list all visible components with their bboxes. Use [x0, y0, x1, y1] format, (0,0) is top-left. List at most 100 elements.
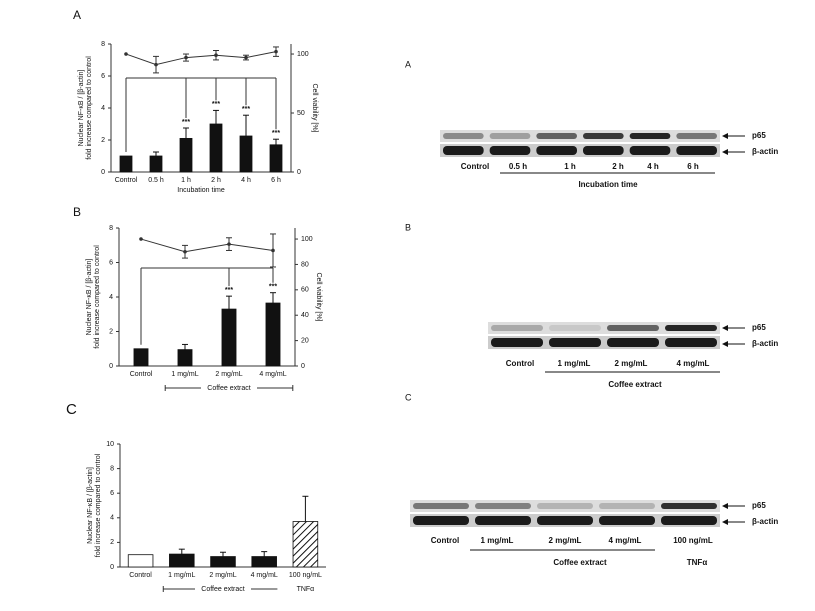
- band-p65: [537, 503, 593, 509]
- band-p65: [489, 133, 531, 139]
- lane-label: 1 mg/mL: [558, 359, 591, 368]
- lane-label: 4 mg/mL: [609, 536, 642, 545]
- band-p65: [443, 133, 484, 139]
- lane-label: Control: [431, 536, 459, 545]
- western-blot: A Control 0.5 h 1 h 2 h 4 h 6 h Incubation time…: [405, 59, 778, 189]
- x-axis-label: Incubation time: [177, 187, 225, 194]
- lane-label: 4 h: [647, 162, 659, 171]
- band-p65: [583, 133, 624, 139]
- blot-p65-strip: [410, 500, 720, 512]
- y-tick-label: 8: [109, 225, 113, 232]
- marker-label: p65: [752, 323, 766, 332]
- group-label: Coffee extract: [201, 586, 245, 593]
- group-label: TNFα: [687, 558, 708, 567]
- annotation: ***: [269, 284, 277, 291]
- lane-label: 4 mg/mL: [677, 359, 710, 368]
- band-p65: [661, 503, 717, 509]
- marker-label: p65: [752, 131, 766, 140]
- lane-label: 1 h: [564, 162, 576, 171]
- y-axis-label: Nuclear NF-κB / [β-actin]: [86, 259, 93, 336]
- band-p65: [676, 133, 717, 139]
- band-p65: [413, 503, 469, 509]
- blot-panel-label: A: [405, 59, 411, 69]
- group-label: Incubation time: [578, 180, 638, 189]
- bar: [269, 144, 283, 173]
- y2-tick-label: 100: [301, 236, 313, 243]
- x-tick-label: 6 h: [271, 177, 281, 184]
- lane-label: 6 h: [687, 162, 699, 171]
- band-p65: [599, 503, 655, 509]
- band-actin: [537, 516, 593, 525]
- marker-arrowhead: [722, 149, 728, 155]
- band-actin: [475, 516, 531, 525]
- y2-tick-label: 100: [297, 51, 309, 58]
- y2-axis-label: Cell viability [%]: [315, 272, 322, 321]
- bar: [239, 135, 253, 173]
- y-tick-label: 6: [109, 259, 113, 266]
- band-p65: [536, 133, 577, 139]
- band-actin: [607, 338, 659, 347]
- band-actin: [443, 146, 484, 155]
- y-axis-label: fold increase compared to control: [86, 56, 93, 160]
- x-tick-label: Control: [115, 177, 138, 184]
- y2-tick-label: 80: [301, 261, 309, 268]
- marker-arrowhead: [722, 133, 728, 139]
- x-tick-label: 2 h: [211, 177, 221, 184]
- annotation: ***: [225, 287, 233, 294]
- y-tick-label: 0: [110, 564, 114, 571]
- bar: [209, 123, 223, 173]
- band-actin: [583, 146, 624, 155]
- x-tick-label: 1 mg/mL: [168, 572, 195, 579]
- group-label: Coffee extract: [553, 558, 607, 567]
- lane-label: 2 h: [612, 162, 624, 171]
- panel-label: C: [66, 401, 77, 418]
- band-actin: [489, 146, 531, 155]
- lane-label: 0.5 h: [509, 162, 527, 171]
- band-p65: [549, 325, 601, 331]
- group-label: TNFα: [297, 586, 315, 593]
- panel-label: B: [73, 205, 81, 219]
- y2-tick-label: 0: [297, 169, 301, 176]
- y2-tick-label: 0: [301, 363, 305, 370]
- line: [140, 238, 274, 253]
- lane-label: Control: [506, 359, 534, 368]
- annotation: ***: [242, 106, 250, 113]
- y-tick-label: 2: [110, 539, 114, 546]
- y-tick-label: 2: [109, 328, 113, 335]
- y2-tick-label: 50: [297, 110, 305, 117]
- x-tick-label: 0.5 h: [148, 177, 164, 184]
- y-tick-label: 0: [109, 363, 113, 370]
- group-label: Coffee extract: [207, 385, 251, 392]
- bar: [251, 556, 277, 568]
- lane-label: 2 mg/mL: [549, 536, 582, 545]
- blot-panel-label: C: [405, 392, 412, 402]
- bar: [265, 302, 281, 367]
- y-axis-label: fold increase compared to control: [95, 453, 102, 557]
- bar: [149, 155, 163, 173]
- bar: [179, 137, 193, 173]
- group-label: Coffee extract: [608, 380, 662, 389]
- panel-label: A: [73, 8, 81, 22]
- line: [125, 51, 277, 66]
- blot-panel-label: B: [405, 222, 411, 232]
- marker-label: β-actin: [752, 517, 778, 526]
- marker-arrowhead: [722, 341, 728, 347]
- y-axis-label: Nuclear NF-κB / [β-actin]: [78, 70, 85, 147]
- marker-arrowhead: [722, 503, 728, 509]
- band-actin: [676, 146, 717, 155]
- x-tick-label: 2 mg/mL: [215, 371, 242, 378]
- band-actin: [661, 516, 717, 525]
- lane-label: Control: [461, 162, 489, 171]
- line-point: [124, 52, 128, 56]
- band-p65: [475, 503, 531, 509]
- bar: [177, 349, 193, 367]
- band-actin: [491, 338, 543, 347]
- bar: [169, 553, 195, 568]
- band-p65: [607, 325, 659, 331]
- bar: [133, 348, 149, 367]
- lane-label: 1 mg/mL: [481, 536, 514, 545]
- y-tick-label: 4: [109, 294, 113, 301]
- annotation: ***: [182, 119, 190, 126]
- y-tick-label: 8: [110, 465, 114, 472]
